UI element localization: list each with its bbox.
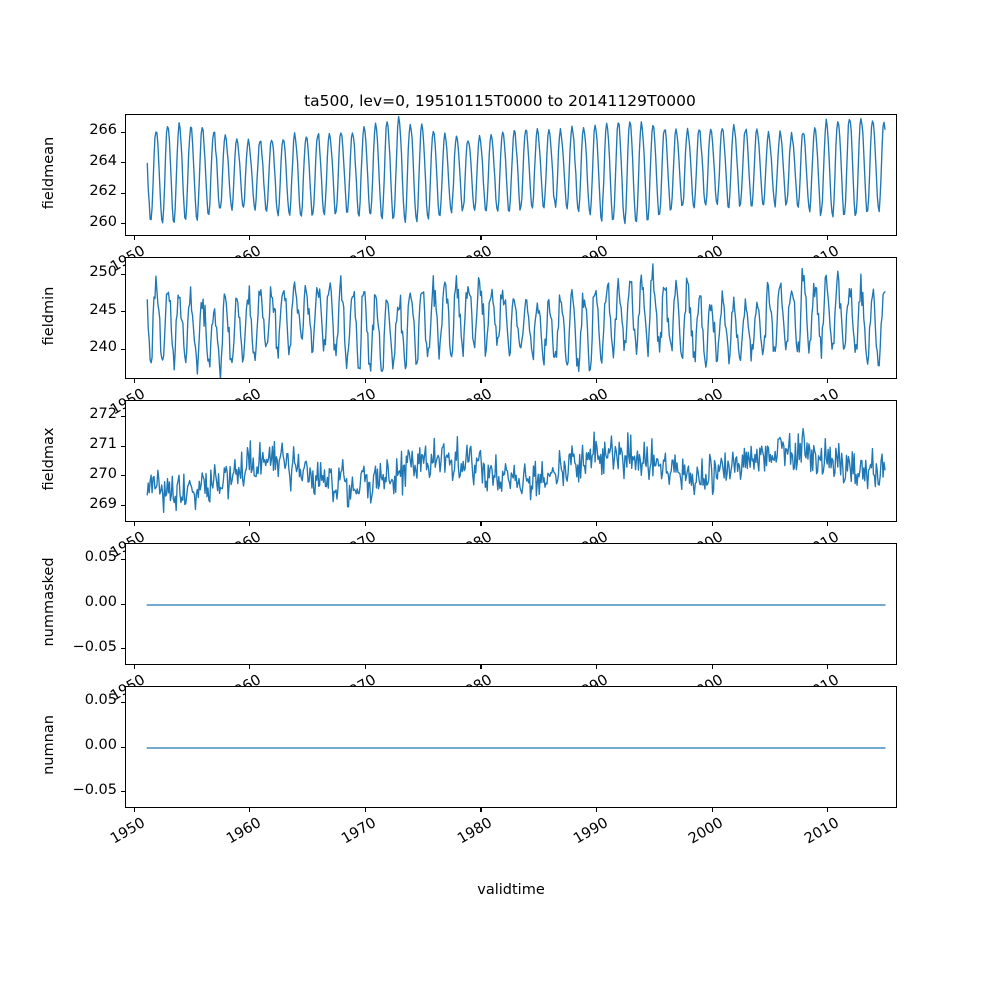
ytick-label-numnan-2: 0.05 [84,692,117,709]
subplot-nummasked [125,543,897,665]
xaxis-label: validtime [477,882,545,898]
xtick-label-numnan-1: 1960 [223,815,264,848]
ytick-label-fieldmean-2: 264 [89,152,117,169]
series-line-fieldmean [146,115,886,225]
ytick-label-fieldmean-0: 260 [89,213,117,230]
xtick-mark-numnan-1 [249,808,251,813]
xtick-mark-fieldmax-1 [249,522,251,527]
xtick-mark-numnan-5 [711,808,713,813]
ytick-mark-nummasked-1 [120,603,125,605]
ytick-mark-fieldmin-0 [120,348,125,350]
xtick-mark-nummasked-5 [711,665,713,670]
xtick-mark-fieldmin-4 [596,379,598,384]
xtick-label-numnan-5: 2000 [686,815,727,848]
series-line-fieldmin [146,263,886,378]
ytick-label-nummasked-0: −0.05 [72,638,117,655]
ytick-mark-numnan-1 [120,746,125,748]
xtick-mark-fieldmin-6 [827,379,829,384]
xtick-label-numnan-6: 2010 [801,815,842,848]
ytick-label-fieldmax-1: 270 [89,465,117,482]
ytick-label-fieldmax-2: 271 [89,436,117,453]
ytick-mark-fieldmax-1 [120,475,125,477]
xtick-label-numnan-3: 1980 [454,815,495,848]
xtick-mark-numnan-3 [480,808,482,813]
xtick-mark-numnan-2 [364,808,366,813]
xtick-mark-fieldmax-4 [596,522,598,527]
xtick-mark-numnan-6 [827,808,829,813]
xtick-mark-fieldmin-3 [480,379,482,384]
subplot-fieldmax [125,400,897,522]
ytick-label-fieldmean-1: 262 [89,183,117,200]
xtick-mark-fieldmean-5 [711,236,713,241]
ytick-mark-numnan-2 [120,701,125,703]
xtick-label-numnan-2: 1970 [339,815,380,848]
xtick-mark-nummasked-4 [596,665,598,670]
xtick-mark-fieldmean-0 [133,236,135,241]
series-line-fieldmax [146,428,886,513]
ytick-mark-numnan-0 [120,791,125,793]
subplot-numnan [125,686,897,808]
xtick-mark-fieldmin-5 [711,379,713,384]
ytick-mark-nummasked-2 [120,558,125,560]
ytick-label-nummasked-2: 0.05 [84,549,117,566]
ytick-label-fieldmax-0: 269 [89,495,117,512]
xtick-mark-numnan-4 [596,808,598,813]
ytick-mark-fieldmax-3 [120,415,125,417]
ytick-label-fieldmin-0: 240 [89,339,117,356]
ytick-mark-fieldmax-0 [120,505,125,507]
xtick-mark-fieldmean-6 [827,236,829,241]
ytick-label-fieldmin-2: 250 [89,264,117,281]
ytick-mark-fieldmean-2 [120,162,125,164]
ytick-label-nummasked-1: 0.00 [84,594,117,610]
ytick-label-fieldmax-3: 272 [89,406,117,423]
ytick-mark-fieldmean-1 [120,192,125,194]
ytick-mark-fieldmean-3 [120,131,125,133]
xtick-label-numnan-4: 1990 [570,815,611,848]
ytick-label-numnan-1: 0.00 [84,737,117,753]
xtick-mark-fieldmax-5 [711,522,713,527]
ytick-mark-fieldmin-2 [120,273,125,275]
xtick-mark-fieldmean-3 [480,236,482,241]
xtick-mark-fieldmean-1 [249,236,251,241]
xtick-mark-fieldmin-1 [249,379,251,384]
xtick-mark-fieldmin-2 [364,379,366,384]
ytick-mark-fieldmax-2 [120,445,125,447]
ylabel-numnan: numnan [41,715,57,775]
xtick-mark-fieldmin-0 [133,379,135,384]
xtick-mark-nummasked-3 [480,665,482,670]
ytick-mark-fieldmean-0 [120,223,125,225]
xtick-mark-nummasked-1 [249,665,251,670]
xtick-mark-numnan-0 [133,808,135,813]
xtick-mark-nummasked-6 [827,665,829,670]
xtick-mark-nummasked-0 [133,665,135,670]
ytick-label-fieldmin-1: 245 [89,301,117,318]
ytick-mark-fieldmin-1 [120,311,125,313]
xtick-mark-fieldmean-4 [596,236,598,241]
xtick-mark-fieldmax-6 [827,522,829,527]
xtick-mark-fieldmax-0 [133,522,135,527]
xtick-mark-fieldmax-2 [364,522,366,527]
subplot-fieldmean [125,114,897,236]
xtick-mark-fieldmean-2 [364,236,366,241]
ytick-label-numnan-0: −0.05 [72,781,117,798]
ytick-label-fieldmean-3: 266 [89,122,117,139]
ytick-mark-nummasked-0 [120,648,125,650]
xtick-mark-fieldmax-3 [480,522,482,527]
figure-title: ta500, lev=0, 19510115T0000 to 20141129T… [304,92,696,110]
subplot-fieldmin [125,257,897,379]
xtick-mark-nummasked-2 [364,665,366,670]
